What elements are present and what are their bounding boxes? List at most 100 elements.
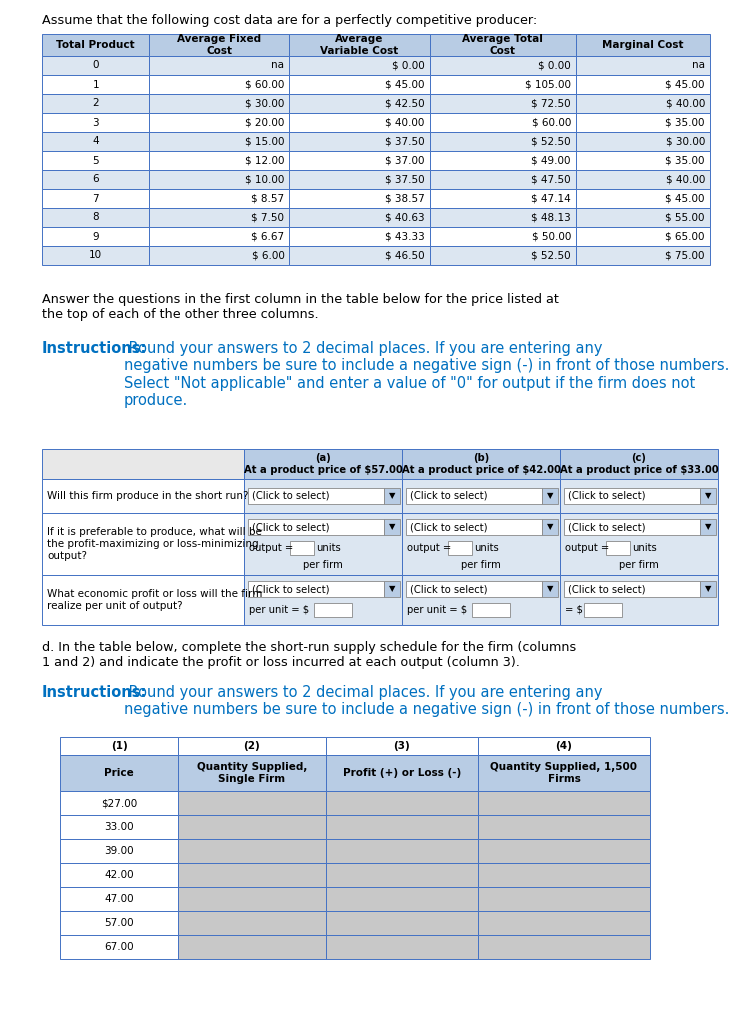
Bar bbox=[290, 189, 430, 208]
Bar bbox=[326, 863, 478, 887]
Text: (1): (1) bbox=[111, 741, 128, 751]
Bar bbox=[326, 737, 478, 755]
Bar bbox=[290, 541, 314, 555]
Text: per unit = $: per unit = $ bbox=[407, 605, 467, 615]
Bar bbox=[606, 541, 630, 555]
Bar bbox=[42, 113, 149, 132]
Text: (Click to select): (Click to select) bbox=[410, 491, 488, 501]
Text: (4): (4) bbox=[556, 741, 572, 751]
Bar bbox=[576, 56, 710, 75]
Text: Average
Variable Cost: Average Variable Cost bbox=[320, 34, 399, 56]
Bar bbox=[178, 936, 326, 959]
Bar bbox=[290, 227, 430, 246]
Text: per firm: per firm bbox=[303, 560, 343, 570]
Bar bbox=[290, 56, 430, 75]
Text: $ 52.50: $ 52.50 bbox=[531, 137, 571, 146]
Bar bbox=[42, 246, 149, 265]
Bar bbox=[430, 132, 576, 151]
Bar bbox=[42, 513, 244, 575]
Text: Price: Price bbox=[104, 768, 134, 778]
Bar bbox=[430, 170, 576, 189]
Bar bbox=[244, 479, 402, 513]
Bar bbox=[42, 170, 149, 189]
Bar bbox=[149, 113, 290, 132]
Text: 7: 7 bbox=[92, 194, 99, 203]
Bar bbox=[326, 815, 478, 839]
Text: ▼: ▼ bbox=[547, 491, 554, 500]
Text: $ 65.00: $ 65.00 bbox=[665, 231, 705, 241]
Text: $ 47.14: $ 47.14 bbox=[531, 194, 571, 203]
Bar bbox=[402, 513, 560, 575]
Bar bbox=[564, 488, 700, 503]
Text: (2): (2) bbox=[244, 741, 260, 751]
Text: ▼: ▼ bbox=[705, 522, 711, 531]
Bar bbox=[60, 936, 178, 959]
Bar bbox=[430, 227, 576, 246]
Text: $ 30.00: $ 30.00 bbox=[665, 137, 705, 146]
Bar bbox=[290, 75, 430, 94]
Bar bbox=[576, 246, 710, 265]
Text: $ 10.00: $ 10.00 bbox=[245, 174, 284, 184]
Bar bbox=[60, 839, 178, 863]
Bar bbox=[244, 575, 402, 625]
Text: units: units bbox=[316, 543, 340, 553]
Text: Quantity Supplied, 1,500
Firms: Quantity Supplied, 1,500 Firms bbox=[490, 762, 638, 784]
Text: ▼: ▼ bbox=[705, 491, 711, 500]
Bar bbox=[576, 113, 710, 132]
Bar bbox=[42, 132, 149, 151]
Bar bbox=[576, 189, 710, 208]
Bar bbox=[149, 208, 290, 227]
Bar bbox=[576, 208, 710, 227]
Text: 2: 2 bbox=[92, 98, 99, 109]
Text: (Click to select): (Click to select) bbox=[252, 584, 329, 594]
Bar bbox=[290, 208, 430, 227]
Bar bbox=[178, 815, 326, 839]
Text: Average Fixed
Cost: Average Fixed Cost bbox=[177, 34, 262, 56]
Bar bbox=[149, 34, 290, 56]
Text: $ 40.00: $ 40.00 bbox=[665, 174, 705, 184]
Bar bbox=[290, 170, 430, 189]
Bar bbox=[60, 815, 178, 839]
Bar bbox=[560, 513, 718, 575]
Text: $ 7.50: $ 7.50 bbox=[251, 212, 284, 223]
Text: $ 37.50: $ 37.50 bbox=[385, 174, 424, 184]
Bar bbox=[42, 75, 149, 94]
Text: $ 35.00: $ 35.00 bbox=[665, 155, 705, 166]
Text: Quantity Supplied,
Single Firm: Quantity Supplied, Single Firm bbox=[196, 762, 308, 784]
Text: (Click to select): (Click to select) bbox=[568, 584, 646, 594]
Bar bbox=[42, 449, 244, 479]
Text: 4: 4 bbox=[92, 137, 99, 146]
Text: $ 45.00: $ 45.00 bbox=[665, 194, 705, 203]
Text: 8: 8 bbox=[92, 212, 99, 223]
Bar bbox=[326, 911, 478, 936]
Bar bbox=[178, 911, 326, 936]
Text: ▼: ▼ bbox=[388, 522, 395, 531]
Bar bbox=[478, 815, 650, 839]
Bar bbox=[560, 479, 718, 513]
Text: $ 30.00: $ 30.00 bbox=[245, 98, 284, 109]
Bar bbox=[149, 151, 290, 170]
Bar bbox=[576, 151, 710, 170]
Text: Answer the questions in the first column in the table below for the price listed: Answer the questions in the first column… bbox=[42, 293, 559, 321]
Bar bbox=[384, 488, 400, 503]
Bar bbox=[149, 132, 290, 151]
Text: $ 42.50: $ 42.50 bbox=[385, 98, 424, 109]
Bar bbox=[430, 151, 576, 170]
Bar bbox=[560, 449, 718, 479]
Bar bbox=[149, 56, 290, 75]
Text: 42.00: 42.00 bbox=[104, 870, 134, 880]
Text: Instructions:: Instructions: bbox=[42, 685, 147, 700]
Bar bbox=[248, 519, 384, 535]
Bar bbox=[314, 603, 352, 617]
Bar bbox=[42, 479, 244, 513]
Bar bbox=[149, 246, 290, 265]
Bar bbox=[478, 792, 650, 815]
Bar bbox=[406, 488, 542, 503]
Bar bbox=[384, 519, 400, 535]
Bar bbox=[326, 839, 478, 863]
Bar bbox=[178, 839, 326, 863]
Text: $ 0.00: $ 0.00 bbox=[538, 60, 571, 70]
Text: $ 12.00: $ 12.00 bbox=[245, 155, 284, 166]
Bar bbox=[42, 34, 149, 56]
Bar bbox=[326, 755, 478, 792]
